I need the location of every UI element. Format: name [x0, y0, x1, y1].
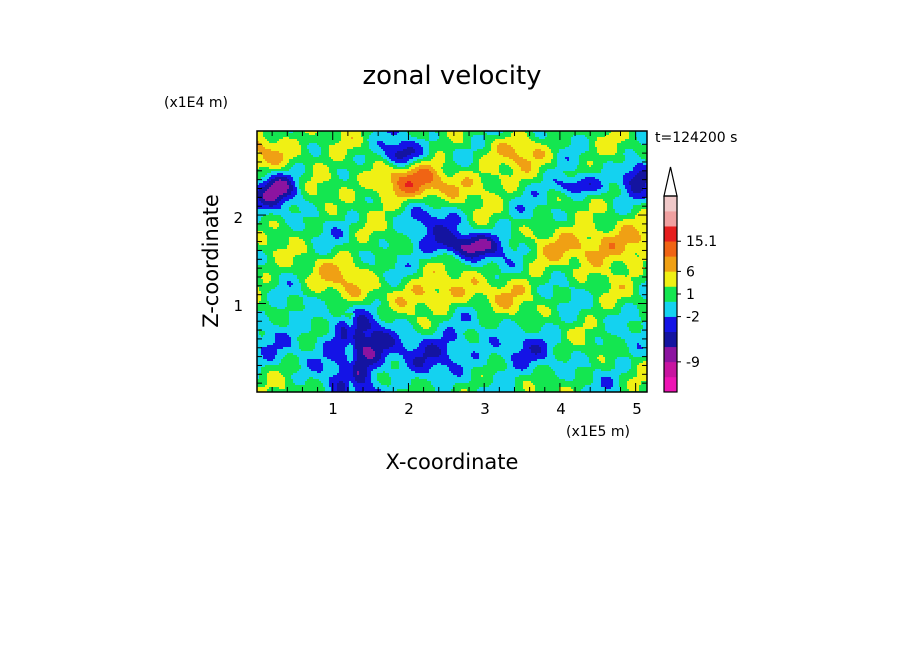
velocity-field — [257, 131, 647, 392]
colorbar-band — [664, 241, 677, 257]
colorbar-band — [664, 316, 677, 332]
colorbar-band — [664, 331, 677, 348]
colorbar-tick-label: -2 — [686, 310, 700, 326]
colorbar-band — [664, 226, 677, 242]
colorbar-band — [664, 196, 677, 212]
colorbar-band — [664, 301, 677, 317]
colorbar: 15.1 6 1 -2 -9 — [663, 166, 717, 393]
colorbar-bands — [664, 196, 677, 393]
colorbar-band — [664, 256, 677, 272]
plot-frame — [256, 130, 648, 393]
y-tick-label-2: 2 — [233, 209, 243, 227]
x-tick-label-5: 5 — [632, 400, 642, 418]
colorbar-tick-label: 6 — [686, 264, 695, 280]
y-axis-label: Z-coordinate — [199, 194, 223, 328]
y-scale-label: (x1E4 m) — [164, 95, 228, 111]
colorbar-labels: 15.1 6 1 -2 -9 — [677, 234, 717, 371]
colorbar-band — [664, 376, 677, 393]
x-scale-label: (x1E5 m) — [566, 424, 630, 440]
colorbar-band — [664, 361, 677, 378]
colorbar-band — [664, 211, 677, 227]
colorbar-band — [664, 346, 677, 363]
axis-ticks — [257, 131, 647, 392]
colorbar-tick-label: 1 — [686, 287, 695, 303]
chart-title: zonal velocity — [362, 61, 541, 91]
x-tick-label-2: 2 — [404, 400, 414, 418]
colorbar-tick-label: 15.1 — [686, 234, 717, 250]
colorbar-band — [664, 286, 677, 302]
colorbar-band — [664, 271, 677, 287]
colorbar-extend-arrow — [663, 166, 678, 197]
x-tick-label-1: 1 — [328, 400, 338, 418]
x-tick-label-3: 3 — [480, 400, 490, 418]
y-tick-label-1: 1 — [233, 297, 243, 315]
x-tick-label-4: 4 — [556, 400, 566, 418]
time-label: t=124200 s — [655, 130, 737, 146]
x-axis-label: X-coordinate — [386, 450, 519, 474]
colorbar-tick-label: -9 — [686, 355, 700, 371]
